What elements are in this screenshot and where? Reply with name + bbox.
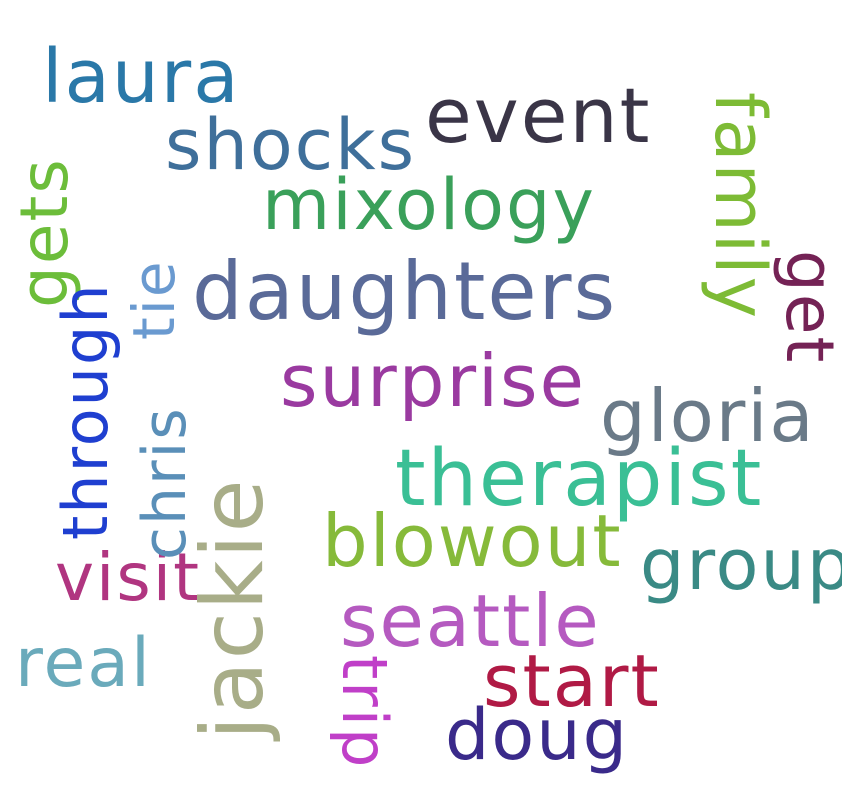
word-surprise: surprise	[280, 339, 586, 423]
word-blowout: blowout	[322, 499, 623, 583]
word-jackie: jackie	[183, 477, 283, 740]
word-family: family	[699, 92, 781, 321]
word-daughters: daughters	[192, 245, 618, 338]
word-get-right: get	[771, 250, 842, 365]
word-tie: tie	[120, 259, 188, 340]
word-start: start	[483, 639, 661, 723]
word-through: through	[49, 282, 122, 540]
word-seattle: seattle	[340, 579, 601, 663]
word-shocks: shocks	[165, 104, 417, 186]
word-mixology: mixology	[262, 164, 596, 246]
word-visit: visit	[55, 539, 201, 616]
word-group: group	[640, 524, 842, 606]
word-gloria: gloria	[600, 374, 816, 458]
word-trip: trip	[328, 655, 401, 770]
word-laura: laura	[42, 34, 241, 120]
word-doug: doug	[445, 694, 630, 776]
word-therapist: therapist	[395, 434, 764, 524]
word-event: event	[425, 71, 652, 160]
word-real: real	[15, 624, 152, 703]
